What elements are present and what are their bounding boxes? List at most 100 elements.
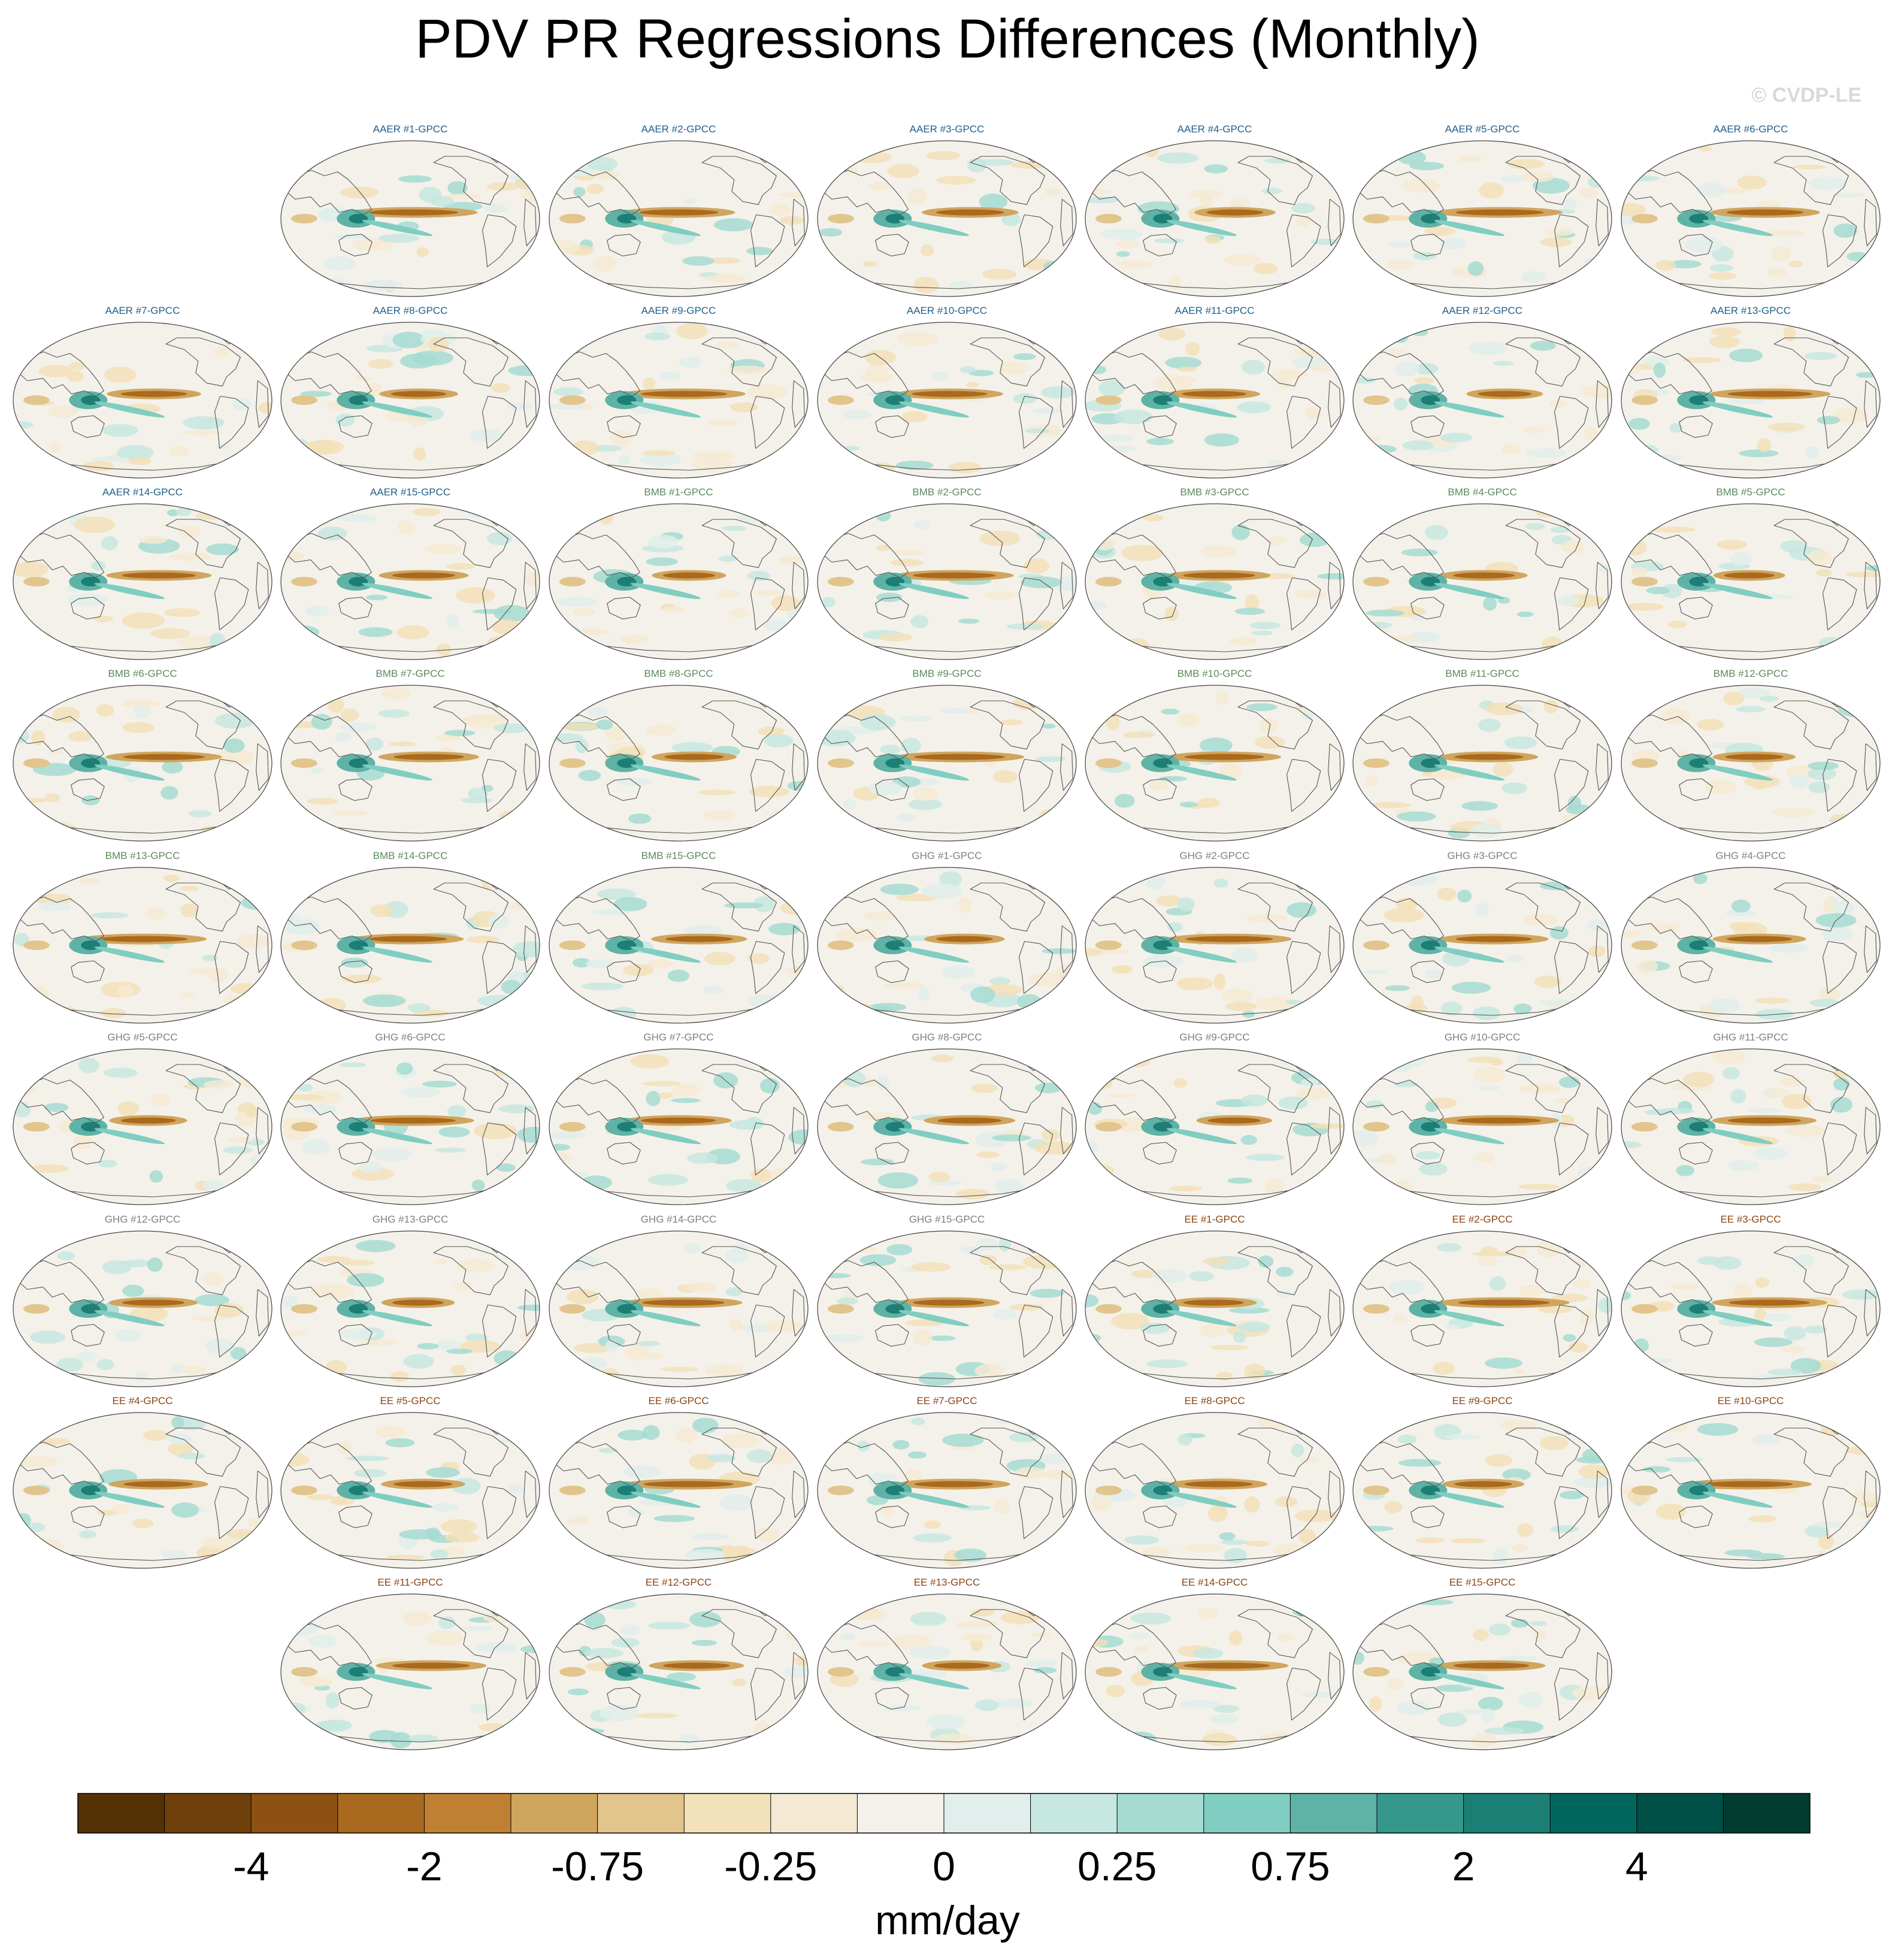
anomaly-patch <box>1668 259 1702 268</box>
anomaly-patch <box>1440 432 1473 443</box>
coastline <box>1328 925 1341 973</box>
colorbar-box <box>770 1793 858 1833</box>
coastline <box>1286 214 1321 268</box>
dry-anomaly-core <box>936 936 993 942</box>
anomaly-patch <box>494 604 530 622</box>
colorbar-box <box>1723 1793 1811 1833</box>
anomaly-patch <box>1291 202 1315 214</box>
anomaly-patch <box>1736 175 1767 190</box>
coastline <box>18 896 104 942</box>
dry-anomaly-core <box>1206 209 1264 216</box>
wet-streak <box>898 946 970 963</box>
dry-patch <box>1631 395 1658 405</box>
coastline <box>1679 597 1713 619</box>
wet-streak <box>362 583 433 599</box>
coastline <box>1286 758 1321 812</box>
anomaly-patch <box>44 1103 69 1112</box>
wet-streak <box>630 1128 701 1144</box>
anomaly-patch <box>422 1081 457 1088</box>
coastline <box>71 597 105 619</box>
anomaly-patch <box>1628 418 1650 430</box>
anomaly-patch <box>434 734 461 742</box>
coastline <box>1286 940 1321 994</box>
globe-map <box>280 685 540 842</box>
anomaly-patch <box>434 1147 467 1153</box>
coastline <box>1410 597 1445 619</box>
globe-map <box>1621 140 1881 297</box>
anomaly-patch <box>1752 783 1767 790</box>
panel-title: GHG #1-GPCC <box>912 850 982 861</box>
wet-streak <box>1434 764 1505 781</box>
anomaly-patch <box>164 608 201 617</box>
anomaly-patch <box>880 744 901 755</box>
anomaly-patch <box>992 1134 1031 1142</box>
colorbar-box <box>1030 1793 1118 1833</box>
coastline <box>523 561 537 610</box>
colorbar-box <box>944 1793 1031 1833</box>
globe-map <box>1085 867 1345 1024</box>
coastline <box>867 460 1039 471</box>
anomaly-patch <box>1286 902 1316 918</box>
coastline <box>338 597 373 619</box>
coastline <box>338 415 373 438</box>
anomaly-patch <box>400 353 436 369</box>
coastline <box>18 533 104 579</box>
coastline <box>1596 198 1609 247</box>
anomaly-patch <box>181 992 195 998</box>
anomaly-patch <box>1471 822 1502 839</box>
anomaly-patch <box>559 723 600 730</box>
coastline <box>554 351 640 397</box>
panel-title: GHG #2-GPCC <box>1179 850 1250 861</box>
anomaly-patch <box>1260 718 1278 734</box>
anomaly-patch <box>1394 397 1408 411</box>
panel-title: AAER #4-GPCC <box>1177 123 1252 135</box>
anomaly-patch <box>1473 1066 1505 1084</box>
anomaly-patch <box>910 615 929 628</box>
globe-map <box>13 503 273 660</box>
colorbar-box <box>1203 1793 1291 1833</box>
anomaly-patch <box>40 901 71 912</box>
dry-anomaly-core <box>393 754 464 760</box>
anomaly-patch <box>1213 878 1229 888</box>
wet-streak <box>630 583 701 599</box>
anomaly-patch <box>1636 959 1658 973</box>
coastline <box>1135 460 1307 471</box>
anomaly-patch <box>1518 1084 1561 1094</box>
map-panel: BMB #3-GPCC <box>1083 486 1346 666</box>
anomaly-patch <box>101 536 118 551</box>
anomaly-patch <box>1475 902 1490 918</box>
anomaly-patch <box>1478 718 1501 732</box>
dry-patch <box>290 395 317 405</box>
anomaly-patch <box>628 813 652 824</box>
globe-map <box>1352 503 1612 660</box>
anomaly-patch <box>1809 176 1847 190</box>
globe-map <box>817 867 1077 1024</box>
anomaly-patch <box>1811 1175 1833 1183</box>
anomaly-patch <box>1041 1129 1060 1141</box>
anomaly-patch <box>977 1151 1000 1159</box>
anomaly-patch <box>1204 433 1239 447</box>
coastline <box>599 460 771 471</box>
anomaly-patch <box>1540 237 1572 247</box>
anomaly-patch <box>101 1008 126 1019</box>
anomaly-patch <box>1353 377 1376 384</box>
anomaly-patch <box>1035 756 1065 762</box>
anomaly-patch <box>74 1135 93 1150</box>
coastline <box>331 279 502 289</box>
coastline <box>482 395 517 449</box>
panel-title: BMB #7-GPCC <box>376 668 445 679</box>
coastline <box>1505 156 1581 205</box>
anomaly-patch <box>378 709 410 718</box>
anomaly-patch <box>578 770 601 781</box>
map-panel: BMB #4-GPCC <box>1351 486 1614 666</box>
anomaly-patch <box>444 730 476 736</box>
anomaly-patch <box>1114 794 1135 808</box>
anomaly-patch <box>1767 422 1805 431</box>
dry-anomaly-core <box>368 936 447 942</box>
anomaly-patch <box>1146 437 1174 446</box>
wet-streak <box>362 220 433 236</box>
coastline <box>1018 940 1054 994</box>
dry-anomaly-core <box>664 754 724 760</box>
anomaly-patch <box>1709 335 1740 349</box>
anomaly-patch <box>1737 688 1770 699</box>
